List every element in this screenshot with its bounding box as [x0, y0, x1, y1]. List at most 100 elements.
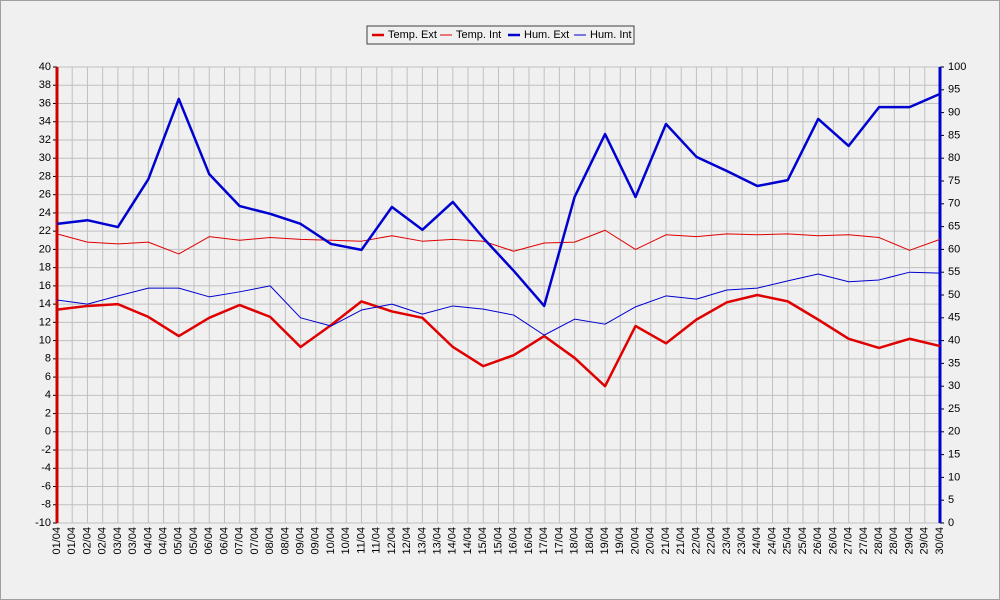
x-tick-label: 29/04	[919, 527, 931, 555]
x-tick-label: 12/04	[386, 527, 398, 555]
y-tick-label: -2	[41, 444, 51, 456]
y-tick-label: 20	[39, 243, 51, 255]
x-tick-label: 22/04	[706, 527, 718, 555]
x-tick-label: 14/04	[462, 527, 474, 555]
x-tick-label: 18/04	[569, 527, 581, 555]
y-tick-label: 18	[39, 262, 51, 274]
y2-tick-label: 95	[948, 84, 960, 96]
y-tick-label: 36	[39, 97, 51, 109]
x-tick-label: 25/04	[782, 527, 794, 555]
x-tick-label: 13/04	[416, 527, 428, 555]
x-tick-label: 04/04	[157, 527, 169, 555]
x-tick-label: 03/04	[112, 527, 124, 555]
x-tick-label: 14/04	[447, 527, 459, 555]
y-tick-label: 22	[39, 225, 51, 237]
x-tick-label: 09/04	[294, 527, 306, 555]
y-tick-label: 6	[45, 371, 51, 383]
y2-tick-label: 45	[948, 312, 960, 324]
y-tick-label: 34	[39, 116, 51, 128]
y-tick-label: 12	[39, 316, 51, 328]
x-tick-label: 16/04	[523, 527, 535, 555]
y2-tick-label: 85	[948, 129, 960, 141]
x-tick-label: 12/04	[401, 527, 413, 555]
x-tick-label: 11/04	[355, 527, 367, 554]
x-tick-label: 26/04	[812, 527, 824, 555]
y2-tick-label: 40	[948, 335, 960, 347]
x-tick-label: 26/04	[827, 527, 839, 555]
x-tick-label: 03/04	[127, 527, 139, 555]
legend-label: Temp. Int	[456, 29, 501, 41]
x-tick-label: 30/04	[934, 527, 946, 555]
x-tick-label: 08/04	[264, 527, 276, 555]
x-tick-label: 09/04	[310, 527, 322, 555]
x-tick-label: 20/04	[645, 527, 657, 555]
x-tick-label: 07/04	[249, 527, 261, 555]
y2-tick-label: 20	[948, 426, 960, 438]
x-tick-label: 05/04	[188, 527, 200, 555]
series-line	[56, 293, 941, 388]
x-tick-label: 08/04	[279, 527, 291, 555]
x-tick-label: 27/04	[843, 527, 855, 555]
y2-tick-label: 5	[948, 494, 954, 506]
x-tick-label: 23/04	[736, 527, 748, 555]
x-tick-label: 25/04	[797, 527, 809, 555]
x-tick-label: 20/04	[629, 527, 641, 555]
y2-tick-label: 55	[948, 266, 960, 278]
x-tick-label: 21/04	[660, 527, 672, 555]
x-tick-label: 13/04	[432, 527, 444, 555]
y-tick-label: 30	[39, 152, 51, 164]
x-tick-label: 01/04	[51, 527, 63, 555]
x-tick-label: 16/04	[508, 527, 520, 555]
y2-tick-label: 100	[948, 61, 966, 73]
x-tick-label: 22/04	[690, 527, 702, 555]
series-line	[56, 229, 941, 255]
y2-tick-label: 10	[948, 471, 960, 483]
x-tick-label: 10/04	[340, 527, 352, 555]
x-tick-label: 04/04	[142, 527, 154, 555]
y-tick-label: 40	[39, 61, 51, 73]
x-tick-label: 24/04	[766, 527, 778, 555]
y2-tick-label: 70	[948, 198, 960, 210]
legend-label: Hum. Ext	[524, 29, 569, 41]
y-tick-label: -4	[41, 462, 51, 474]
x-tick-label: 02/04	[81, 527, 93, 555]
x-tick-label: 19/04	[599, 527, 611, 555]
y-tick-label: 4	[45, 389, 51, 401]
y2-tick-label: 60	[948, 243, 960, 255]
x-tick-label: 24/04	[751, 527, 763, 555]
series-line	[56, 92, 941, 308]
y-tick-label: 0	[45, 426, 51, 438]
x-tick-label: 17/04	[538, 527, 550, 555]
legend-label: Hum. Int	[590, 29, 632, 41]
y-tick-label: 10	[39, 335, 51, 347]
x-tick-label: 29/04	[903, 527, 915, 555]
legend-box	[366, 25, 635, 45]
y-tick-label: 16	[39, 280, 51, 292]
y2-tick-label: 0	[948, 517, 954, 529]
y2-tick-label: 15	[948, 449, 960, 461]
y2-tick-label: 80	[948, 152, 960, 164]
y-tick-label: 26	[39, 189, 51, 201]
x-tick-label: 23/04	[721, 527, 733, 555]
y-tick-label: 14	[39, 298, 51, 310]
x-tick-label: 19/04	[614, 527, 626, 555]
y-tick-label: -6	[41, 480, 51, 492]
x-tick-label: 27/04	[858, 527, 870, 555]
x-tick-label: 11/04	[371, 527, 383, 554]
series-line	[56, 271, 941, 336]
y-tick-label: -10	[35, 517, 51, 529]
x-tick-label: 06/04	[203, 527, 215, 555]
x-tick-label: 10/04	[325, 527, 337, 555]
y-tick-label: 28	[39, 170, 51, 182]
y-tick-label: -8	[41, 499, 51, 511]
y2-tick-label: 65	[948, 221, 960, 233]
x-tick-label: 28/04	[888, 527, 900, 555]
y-tick-label: 2	[45, 407, 51, 419]
y2-tick-label: 90	[948, 107, 960, 119]
y2-tick-label: 50	[948, 289, 960, 301]
x-tick-label: 18/04	[584, 527, 596, 555]
y2-tick-label: 75	[948, 175, 960, 187]
x-tick-label: 15/04	[492, 527, 504, 555]
y2-tick-label: 25	[948, 403, 960, 415]
